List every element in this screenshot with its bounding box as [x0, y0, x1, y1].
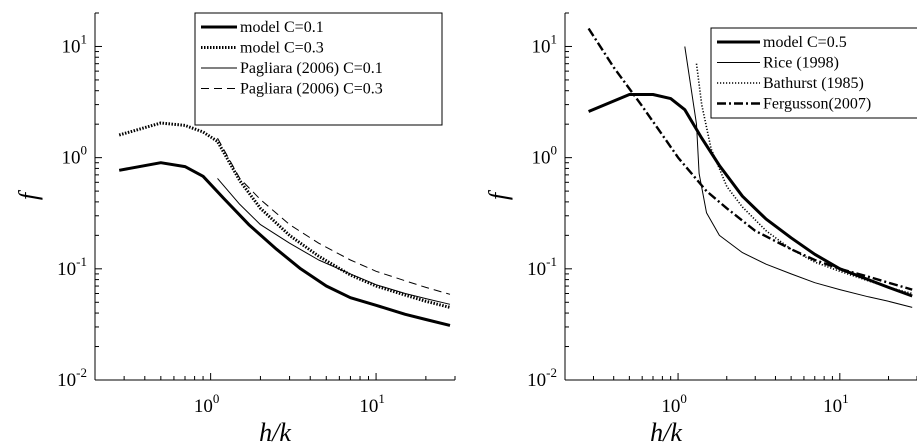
tick-exponent: 0 [551, 143, 558, 158]
tick-exponent: -2 [76, 365, 87, 380]
y-axis-label: f [14, 189, 43, 200]
y-tick-label: 100 [532, 143, 558, 169]
series-line [695, 63, 913, 295]
tick-exponent: 1 [378, 391, 385, 406]
tick-base: 10 [57, 259, 76, 280]
y-tick-label: 100 [62, 143, 88, 169]
tick-exponent: 1 [551, 31, 558, 46]
y-tick-label: 10-2 [527, 365, 557, 391]
y-tick-label: 101 [532, 31, 558, 57]
x-axis-label: h/k [650, 418, 682, 447]
series-line [217, 137, 451, 295]
x-tick-label: 100 [194, 391, 220, 417]
y-axis-label: f [484, 189, 513, 200]
tick-base: 10 [661, 396, 680, 417]
tick-base: 10 [532, 148, 551, 169]
tick-base: 10 [57, 370, 76, 391]
tick-base: 10 [823, 396, 842, 417]
legend-label: model C=0.1 [240, 19, 324, 36]
y-tick-label: 10-1 [527, 254, 557, 280]
tick-exponent: -1 [76, 254, 87, 269]
x-tick-label: 101 [823, 391, 849, 417]
series-line [588, 93, 913, 298]
legend-label: Rice (1998) [763, 55, 839, 72]
series-line [118, 161, 451, 327]
x-axis-label: h/k [259, 418, 291, 447]
tick-exponent: -2 [546, 365, 557, 380]
legend-label: model C=0.3 [240, 40, 324, 57]
legend-box [194, 12, 443, 126]
legend-label: Bathurst (1985) [763, 75, 864, 92]
series-line [587, 27, 913, 291]
x-tick-label: 100 [661, 391, 687, 417]
tick-base: 10 [194, 396, 213, 417]
tick-base: 10 [359, 396, 378, 417]
x-tick-label: 101 [359, 391, 385, 417]
tick-base: 10 [527, 259, 546, 280]
tick-exponent: 0 [81, 143, 88, 158]
legend-label: Fergusson(2007) [763, 96, 871, 113]
series-line [684, 46, 913, 308]
tick-base: 10 [62, 36, 81, 57]
series-line [217, 178, 451, 305]
tick-base: 10 [532, 36, 551, 57]
tick-base: 10 [527, 370, 546, 391]
tick-exponent: 0 [680, 391, 687, 406]
tick-exponent: 1 [81, 31, 88, 46]
y-tick-label: 10-1 [57, 254, 87, 280]
tick-exponent: 1 [842, 391, 849, 406]
tick-exponent: 0 [213, 391, 220, 406]
tick-exponent: -1 [546, 254, 557, 269]
tick-base: 10 [62, 148, 81, 169]
legend-label: model C=0.5 [763, 34, 847, 51]
y-tick-label: 101 [62, 31, 88, 57]
legend-label: Pagliara (2006) C=0.1 [240, 60, 383, 77]
y-tick-label: 10-2 [57, 365, 87, 391]
legend-label: Pagliara (2006) C=0.3 [240, 81, 383, 98]
